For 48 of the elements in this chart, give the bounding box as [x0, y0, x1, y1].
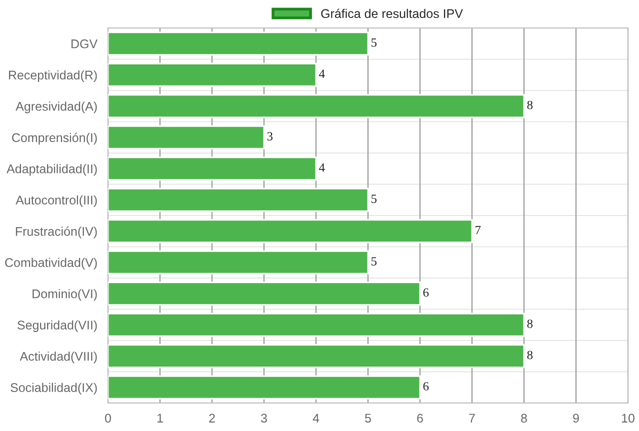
x-tick-label: 0	[105, 414, 111, 423]
y-tick-label: Comprensión(I)	[12, 132, 97, 145]
y-tick-label: Dominio(VI)	[32, 289, 97, 301]
x-tick-label: 2	[209, 414, 215, 422]
data-label: 7	[476, 226, 481, 234]
bar	[108, 188, 369, 212]
bar	[108, 282, 421, 306]
y-tick-label: DGV	[72, 39, 98, 48]
bar	[108, 94, 525, 118]
bar	[108, 156, 317, 181]
bar	[108, 219, 473, 244]
data-label: 8	[527, 350, 533, 360]
y-tick-label: Actividad(VIII)	[20, 352, 97, 364]
y-tick-label: Adaptabilidad(II)	[6, 164, 97, 176]
data-label: 8	[527, 100, 533, 110]
data-label: 4	[319, 70, 325, 78]
data-label: 5	[372, 194, 377, 204]
data-label: 6	[423, 382, 429, 391]
y-tick-label: Sociabilidad(IX)	[10, 382, 97, 394]
data-label: 5	[372, 257, 377, 266]
y-tick-label: Frustración(IV)	[16, 226, 97, 238]
bar	[108, 125, 265, 150]
y-tick-label: Agresividad(A)	[16, 102, 97, 114]
x-tick-label: 1	[157, 414, 163, 422]
data-label: 4	[319, 163, 325, 172]
bar	[108, 375, 421, 400]
x-tick-label: 8	[521, 414, 527, 423]
x-tick-label: 5	[365, 414, 371, 423]
x-tick-label: 9	[573, 414, 579, 423]
bar	[108, 312, 525, 337]
bar	[108, 344, 525, 368]
data-label: 3	[267, 132, 273, 141]
y-tick-label: Receptividad(R)	[8, 70, 97, 82]
y-tick-label: Autocontrol(III)	[16, 195, 97, 207]
y-tick-label: Combatividad(V)	[5, 258, 97, 270]
y-tick-label: Seguridad(VII)	[18, 320, 97, 332]
x-tick-label: 7	[469, 414, 475, 422]
x-tick-label: 10	[622, 414, 634, 423]
x-tick-label: 6	[417, 414, 423, 423]
x-tick-label: 4	[312, 414, 320, 422]
x-tick-label: 3	[261, 414, 267, 423]
bar	[108, 62, 317, 87]
legend-label: Gráfica de resultados IPV	[321, 8, 463, 18]
data-label: 6	[423, 288, 429, 297]
bar	[108, 32, 369, 56]
bar	[108, 250, 369, 274]
data-label: 5	[372, 38, 377, 47]
data-label: 8	[527, 320, 533, 328]
